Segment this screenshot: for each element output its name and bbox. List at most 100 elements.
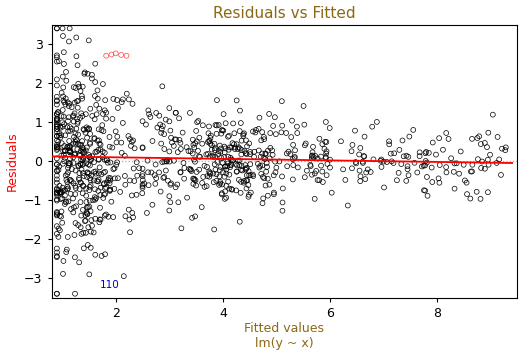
Point [405, 134, 414, 140]
Point [133, 173, 141, 179]
Point [199, 174, 208, 180]
Point [203, 164, 211, 170]
Point [244, 182, 253, 188]
Point [493, 134, 502, 140]
Point [110, 186, 119, 192]
Point [233, 162, 241, 168]
Point [81, 212, 89, 218]
Point [275, 158, 283, 164]
Point [103, 157, 111, 163]
Point [351, 159, 360, 165]
Point [53, 192, 61, 198]
Point [188, 215, 196, 221]
Point [63, 247, 71, 252]
Point [112, 162, 120, 168]
Point [224, 147, 233, 153]
Point [53, 291, 61, 297]
Point [205, 138, 213, 144]
Point [322, 151, 331, 156]
Point [192, 128, 200, 134]
Point [55, 213, 64, 219]
Point [86, 131, 94, 137]
Point [239, 133, 247, 139]
Point [139, 182, 147, 187]
Point [53, 210, 61, 216]
Point [225, 145, 234, 150]
Point [172, 110, 180, 116]
Point [198, 180, 207, 186]
Point [153, 125, 162, 130]
Point [77, 142, 85, 147]
Point [164, 178, 172, 184]
Point [59, 271, 67, 277]
Point [96, 217, 105, 222]
Point [142, 122, 150, 127]
Point [78, 149, 87, 155]
Point [380, 185, 388, 190]
Point [70, 119, 78, 124]
Point [59, 185, 67, 190]
Point [59, 26, 67, 31]
Point [455, 171, 463, 177]
Point [278, 200, 287, 205]
Point [78, 183, 87, 188]
Point [98, 122, 107, 128]
Point [173, 182, 181, 187]
Point [166, 128, 175, 134]
Point [245, 192, 253, 198]
Point [90, 159, 98, 165]
Point [135, 165, 143, 171]
Point [139, 145, 147, 151]
Point [183, 195, 191, 200]
Point [385, 138, 393, 144]
Point [99, 111, 107, 117]
Point [79, 161, 87, 167]
Point [72, 35, 81, 40]
Point [242, 150, 250, 156]
Point [320, 146, 328, 152]
Point [124, 207, 133, 213]
Point [233, 168, 241, 174]
Point [175, 137, 184, 143]
Point [82, 193, 90, 199]
Point [53, 209, 61, 215]
Point [356, 178, 365, 184]
Point [200, 184, 209, 190]
Point [96, 192, 105, 198]
Point [92, 102, 100, 108]
Point [463, 191, 471, 197]
Point [327, 190, 336, 195]
Point [404, 172, 413, 178]
Point [132, 159, 141, 165]
Point [235, 162, 243, 168]
Point [105, 134, 113, 140]
Point [64, 114, 73, 120]
Point [224, 154, 232, 159]
Point [53, 223, 61, 229]
Point [219, 111, 228, 117]
Point [215, 143, 224, 148]
Point [84, 242, 92, 248]
Point [226, 164, 234, 170]
Point [245, 172, 253, 178]
Point [427, 165, 436, 171]
Point [72, 185, 80, 191]
Point [445, 136, 453, 142]
Point [54, 167, 63, 173]
Point [100, 150, 109, 156]
Point [223, 163, 232, 169]
Point [262, 169, 270, 174]
Point [176, 140, 185, 146]
Point [92, 195, 100, 201]
Point [208, 147, 216, 152]
Point [237, 179, 245, 185]
Point [257, 154, 265, 159]
Point [60, 152, 68, 158]
Point [62, 199, 70, 205]
Point [239, 131, 247, 137]
Point [271, 131, 280, 137]
Point [64, 234, 72, 240]
Point [317, 163, 325, 168]
Point [264, 176, 272, 182]
Point [90, 93, 99, 99]
